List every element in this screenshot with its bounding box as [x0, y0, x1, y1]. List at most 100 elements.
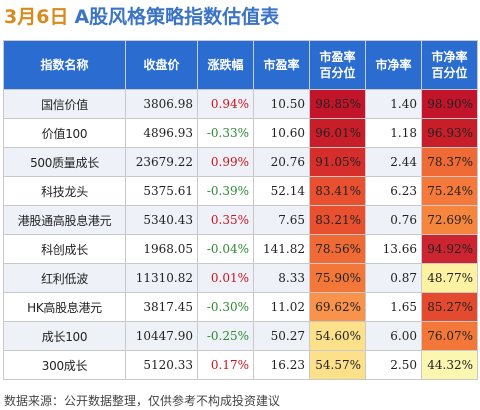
table-row: 红利低波 11310.82 0.01% 8.33 75.90% 0.87 48.77%	[3, 263, 478, 293]
pb-percentile-cell: 78.37%	[421, 147, 478, 177]
header-pb: 市净率	[365, 40, 422, 90]
source-note: 数据来源：公开数据整理，仅供参考不构成投资建议	[4, 394, 281, 408]
pb-cell: 1.40	[365, 89, 422, 119]
pb-cell: 2.44	[365, 147, 422, 177]
pe-percentile-cell: 69.62%	[309, 292, 366, 322]
close-cell: 10447.90	[125, 321, 198, 351]
index-name-cell: 价值100	[3, 118, 126, 148]
table-row: 价值100 4896.93 -0.33% 10.60 96.01% 1.18 96.93%	[3, 118, 478, 148]
title-date: 3月6日	[4, 6, 69, 28]
index-name-cell: 300成长	[3, 350, 126, 380]
pb-cell: 0.76	[365, 205, 422, 235]
pe-percentile-cell: 96.01%	[309, 118, 366, 148]
header-label: 市盈率	[263, 58, 300, 72]
page-title: 3月6日 A股风格策略指数估值表	[4, 4, 279, 30]
pe-cell: 16.23	[253, 350, 310, 380]
pb-percentile-cell: 96.93%	[421, 118, 478, 148]
pe-percentile-cell: 83.21%	[309, 205, 366, 235]
header-pe-percentile: 市盈率 百分位	[309, 40, 366, 90]
pb-cell: 2.50	[365, 350, 422, 380]
table-row: 国信价值 3806.98 0.94% 10.50 98.85% 1.40 98.90%	[3, 89, 478, 119]
header-label: 百分位	[319, 66, 356, 80]
pe-cell: 141.82	[253, 234, 310, 264]
change-cell: 0.99%	[197, 147, 254, 177]
index-name-cell: 港股通高股息港元	[3, 205, 126, 235]
pb-cell: 6.00	[365, 321, 422, 351]
pe-percentile-cell: 91.05%	[309, 147, 366, 177]
pe-cell: 10.60	[253, 118, 310, 148]
pb-cell: 1.18	[365, 118, 422, 148]
header-label: 市净率	[375, 58, 412, 72]
close-cell: 3806.98	[125, 89, 198, 119]
pb-percentile-cell: 75.24%	[421, 176, 478, 206]
table-row: 科创成长 1968.05 -0.04% 141.82 78.56% 13.66 94.92%	[3, 234, 478, 264]
header-label: 市盈率	[319, 50, 356, 64]
close-cell: 5120.33	[125, 350, 198, 380]
pb-percentile-cell: 98.90%	[421, 89, 478, 119]
table-row: 科技龙头 5375.61 -0.39% 52.14 83.41% 6.23 75.24%	[3, 176, 478, 206]
pb-percentile-cell: 48.77%	[421, 263, 478, 293]
table-row: 港股通高股息港元 5340.43 0.35% 7.65 83.21% 0.76 72.69%	[3, 205, 478, 235]
pe-percentile-cell: 83.41%	[309, 176, 366, 206]
pb-percentile-cell: 85.27%	[421, 292, 478, 322]
table-row: HK高股息港元 3817.45 -0.30% 11.02 69.62% 1.65 85.27…	[3, 292, 478, 322]
index-name-cell: HK高股息港元	[3, 292, 126, 322]
close-cell: 23679.22	[125, 147, 198, 177]
index-name-cell: 500质量成长	[3, 147, 126, 177]
change-cell: -0.39%	[197, 176, 254, 206]
header-pb-percentile: 市净率 百分位	[421, 40, 478, 90]
header-label: 市净率	[431, 50, 468, 64]
change-cell: 0.94%	[197, 89, 254, 119]
change-cell: 0.01%	[197, 263, 254, 293]
table-header-row: 指数名称 收盘价 涨跌幅 市盈率 市盈率百分位 市净率 市净率 百分位	[3, 40, 478, 90]
close-cell: 3817.45	[125, 292, 198, 322]
pe-percentile-cell: 54.57%	[309, 350, 366, 380]
pb-cell: 0.87	[365, 263, 422, 293]
header-change: 涨跌幅	[197, 40, 254, 90]
pe-cell: 52.14	[253, 176, 310, 206]
pb-percentile-cell: 44.32%	[421, 350, 478, 380]
pe-cell: 50.27	[253, 321, 310, 351]
pe-percentile-cell: 75.90%	[309, 263, 366, 293]
pb-percentile-cell: 72.69%	[421, 205, 478, 235]
close-cell: 5340.43	[125, 205, 198, 235]
close-cell: 1968.05	[125, 234, 198, 264]
table-row: 500质量成长 23679.22 0.99% 20.76 91.05% 2.44 78.37…	[3, 147, 478, 177]
header-label: 收盘价	[143, 58, 180, 72]
change-cell: -0.33%	[197, 118, 254, 148]
pb-cell: 13.66	[365, 234, 422, 264]
pb-percentile-cell: 76.07%	[421, 321, 478, 351]
close-cell: 11310.82	[125, 263, 198, 293]
pe-cell: 20.76	[253, 147, 310, 177]
pe-percentile-cell: 98.85%	[309, 89, 366, 119]
pb-cell: 1.65	[365, 292, 422, 322]
change-cell: 0.35%	[197, 205, 254, 235]
valuation-table: 指数名称 收盘价 涨跌幅 市盈率 市盈率 百分位 市净率 市净率 百分位 国信价值 3…	[3, 40, 478, 380]
change-cell: 0.17%	[197, 350, 254, 380]
pe-cell: 8.33	[253, 263, 310, 293]
index-name-cell: 科技龙头	[3, 176, 126, 206]
pb-percentile-cell: 94.92%	[421, 234, 478, 264]
pe-cell: 7.65	[253, 205, 310, 235]
close-cell: 5375.61	[125, 176, 198, 206]
change-cell: -0.30%	[197, 292, 254, 322]
index-name-cell: 成长100	[3, 321, 126, 351]
header-index-name: 指数名称	[3, 40, 126, 90]
pe-cell: 11.02	[253, 292, 310, 322]
table-row: 成长100 10447.90 -0.25% 50.27 54.60% 6.00 76.07%	[3, 321, 478, 351]
table-row: 300成长 5120.33 0.17% 16.23 54.57% 2.50 44.32%	[3, 350, 478, 380]
index-name-cell: 国信价值	[3, 89, 126, 119]
pb-cell: 6.23	[365, 176, 422, 206]
pe-cell: 10.50	[253, 89, 310, 119]
pe-percentile-cell: 54.60%	[309, 321, 366, 351]
change-cell: -0.04%	[197, 234, 254, 264]
index-name-cell: 红利低波	[3, 263, 126, 293]
pe-percentile-cell: 78.56%	[309, 234, 366, 264]
header-label: 指数名称	[40, 58, 89, 72]
close-cell: 4896.93	[125, 118, 198, 148]
index-name-cell: 科创成长	[3, 234, 126, 264]
title-text: A股风格策略指数估值表	[74, 6, 280, 28]
header-pe: 市盈率	[253, 40, 310, 90]
header-close: 收盘价	[125, 40, 198, 90]
header-label: 涨跌幅	[207, 58, 244, 72]
